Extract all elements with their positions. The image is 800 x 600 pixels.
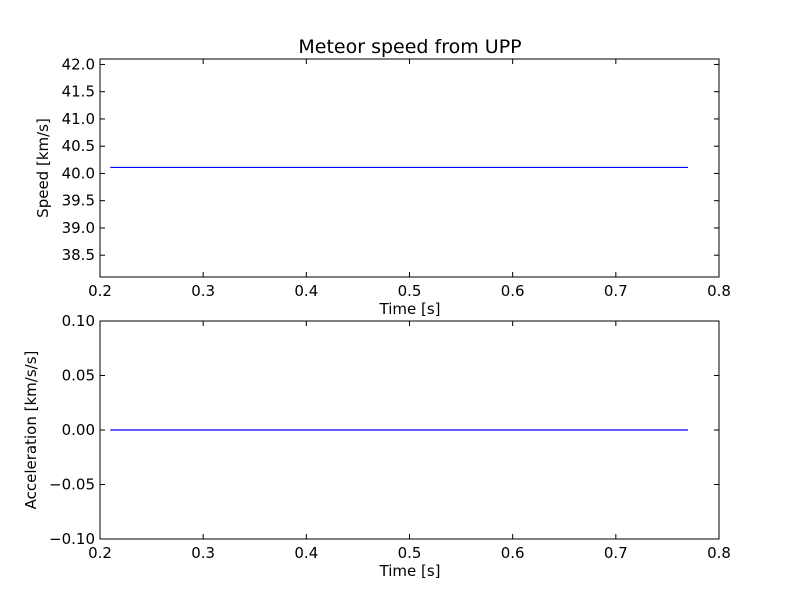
- acceleration-y-tick-label: −0.10: [49, 530, 95, 548]
- speed-x-tick-label: 0.2: [88, 282, 112, 300]
- speed-y-tick-label: 41.5: [62, 83, 95, 101]
- speed-x-tick-label: 0.4: [294, 282, 318, 300]
- acceleration-x-tick-label: 0.3: [191, 544, 215, 562]
- acceleration-x-tick-label: 0.4: [294, 544, 318, 562]
- acceleration-y-axis-label: Acceleration [km/s/s]: [22, 351, 40, 510]
- speed-plot-area: 0.2 0.3 0.4 0.5 0.6 0.7 0.8 38.5 39.0 39.5 40.0 40…: [62, 55, 731, 300]
- acceleration-y-tick-label: 0.05: [62, 367, 95, 385]
- speed-subplot: Meteor speed from UPP 0.2 0.3 0.4 0.5 0.6 0.7…: [34, 36, 731, 318]
- speed-x-tick-label: 0.8: [707, 282, 731, 300]
- acceleration-x-ticks: 0.2 0.3 0.4 0.5 0.6 0.7 0.8: [88, 321, 731, 562]
- acceleration-y-tick-label: 0.00: [62, 421, 95, 439]
- speed-chart-title: Meteor speed from UPP: [298, 36, 521, 58]
- acceleration-subplot: 0.2 0.3 0.4 0.5 0.6 0.7 0.8 −0.10 −0.05 0.00 0.05…: [22, 312, 731, 580]
- speed-x-ticks: 0.2 0.3 0.4 0.5 0.6 0.7 0.8: [88, 59, 731, 300]
- acceleration-y-ticks: −0.10 −0.05 0.00 0.05 0.10: [49, 312, 719, 548]
- speed-y-tick-label: 41.0: [62, 110, 95, 128]
- speed-y-ticks: 38.5 39.0 39.5 40.0 40.5 41.0 41.5 42.0: [62, 55, 719, 264]
- speed-x-axis-label: Time [s]: [379, 300, 441, 318]
- acceleration-x-axis-label: Time [s]: [379, 562, 441, 580]
- speed-x-tick-label: 0.5: [398, 282, 422, 300]
- speed-y-tick-label: 39.5: [62, 192, 95, 210]
- acceleration-x-tick-label: 0.2: [88, 544, 112, 562]
- speed-y-tick-label: 40.0: [62, 164, 95, 182]
- acceleration-plot-area: 0.2 0.3 0.4 0.5 0.6 0.7 0.8 −0.10 −0.05 0.00 0.05…: [49, 312, 731, 562]
- speed-y-axis-label: Speed [km/s]: [34, 118, 52, 218]
- speed-y-tick-label: 39.0: [62, 219, 95, 237]
- acceleration-y-tick-label: 0.10: [62, 312, 95, 330]
- speed-y-tick-label: 38.5: [62, 246, 95, 264]
- speed-x-tick-label: 0.7: [604, 282, 628, 300]
- acceleration-x-tick-label: 0.8: [707, 544, 731, 562]
- acceleration-x-tick-label: 0.7: [604, 544, 628, 562]
- acceleration-y-tick-label: −0.05: [49, 476, 95, 494]
- speed-x-tick-label: 0.6: [501, 282, 525, 300]
- speed-x-tick-label: 0.3: [191, 282, 215, 300]
- speed-y-tick-label: 42.0: [62, 55, 95, 73]
- acceleration-x-tick-label: 0.5: [398, 544, 422, 562]
- acceleration-x-tick-label: 0.6: [501, 544, 525, 562]
- speed-y-tick-label: 40.5: [62, 137, 95, 155]
